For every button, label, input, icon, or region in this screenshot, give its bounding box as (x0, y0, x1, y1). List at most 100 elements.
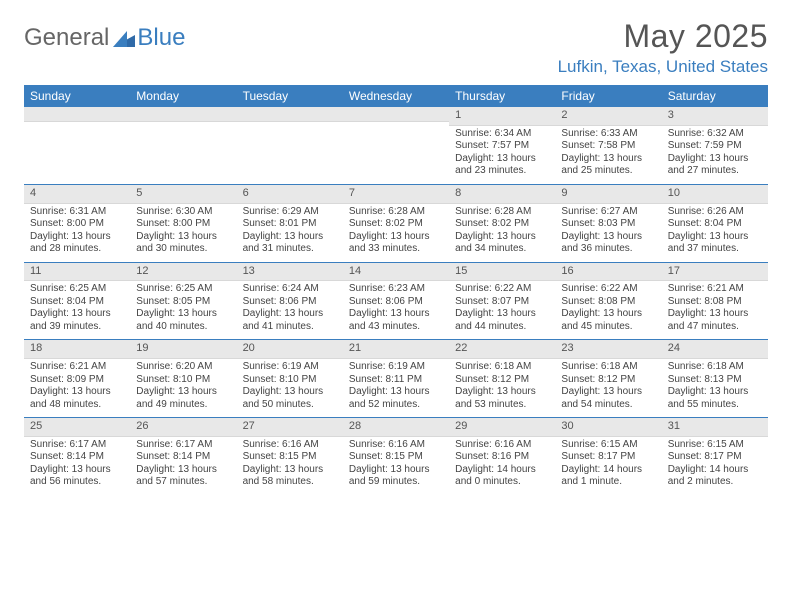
logo-text-1: General (24, 24, 109, 52)
daylight-text: Daylight: 13 hours and 43 minutes. (349, 308, 443, 333)
week-row: 1Sunrise: 6:34 AMSunset: 7:57 PMDaylight… (24, 107, 768, 185)
sunrise-text: Sunrise: 6:18 AM (561, 361, 655, 374)
day-body: Sunrise: 6:26 AMSunset: 8:04 PMDaylight:… (662, 204, 768, 262)
sunrise-text: Sunrise: 6:17 AM (136, 439, 230, 452)
day-cell: 18Sunrise: 6:21 AMSunset: 8:09 PMDayligh… (24, 340, 130, 417)
day-body: Sunrise: 6:31 AMSunset: 8:00 PMDaylight:… (24, 204, 130, 262)
day-body: Sunrise: 6:21 AMSunset: 8:08 PMDaylight:… (662, 281, 768, 339)
daylight-text: Daylight: 13 hours and 47 minutes. (668, 308, 762, 333)
day-cell: 27Sunrise: 6:16 AMSunset: 8:15 PMDayligh… (237, 418, 343, 495)
day-cell: 14Sunrise: 6:23 AMSunset: 8:06 PMDayligh… (343, 263, 449, 340)
day-cell: 19Sunrise: 6:20 AMSunset: 8:10 PMDayligh… (130, 340, 236, 417)
day-body: Sunrise: 6:16 AMSunset: 8:15 PMDaylight:… (237, 437, 343, 495)
daylight-text: Daylight: 13 hours and 37 minutes. (668, 231, 762, 256)
day-cell: 28Sunrise: 6:16 AMSunset: 8:15 PMDayligh… (343, 418, 449, 495)
sunset-text: Sunset: 8:17 PM (561, 451, 655, 464)
day-number: 13 (237, 263, 343, 282)
daylight-text: Daylight: 13 hours and 36 minutes. (561, 231, 655, 256)
day-body: Sunrise: 6:19 AMSunset: 8:11 PMDaylight:… (343, 359, 449, 417)
day-number: 17 (662, 263, 768, 282)
day-number: 10 (662, 185, 768, 204)
sunset-text: Sunset: 8:13 PM (668, 374, 762, 387)
daylight-text: Daylight: 14 hours and 2 minutes. (668, 464, 762, 489)
day-header: Tuesday (237, 85, 343, 107)
day-number: 19 (130, 340, 236, 359)
sunrise-text: Sunrise: 6:23 AM (349, 283, 443, 296)
day-body: Sunrise: 6:28 AMSunset: 8:02 PMDaylight:… (449, 204, 555, 262)
daylight-text: Daylight: 13 hours and 58 minutes. (243, 464, 337, 489)
day-body: Sunrise: 6:27 AMSunset: 8:03 PMDaylight:… (555, 204, 661, 262)
day-cell: 15Sunrise: 6:22 AMSunset: 8:07 PMDayligh… (449, 263, 555, 340)
daylight-text: Daylight: 13 hours and 50 minutes. (243, 386, 337, 411)
day-header: Wednesday (343, 85, 449, 107)
calendar-page: General Blue May 2025 Lufkin, Texas, Uni… (0, 0, 792, 507)
day-body: Sunrise: 6:30 AMSunset: 8:00 PMDaylight:… (130, 204, 236, 262)
day-number: 30 (555, 418, 661, 437)
sunset-text: Sunset: 8:00 PM (30, 218, 124, 231)
day-body: Sunrise: 6:21 AMSunset: 8:09 PMDaylight:… (24, 359, 130, 417)
logo-sail-icon (113, 26, 135, 42)
daylight-text: Daylight: 13 hours and 55 minutes. (668, 386, 762, 411)
day-body (343, 122, 449, 178)
sunset-text: Sunset: 7:58 PM (561, 140, 655, 153)
sunrise-text: Sunrise: 6:18 AM (455, 361, 549, 374)
day-header: Friday (555, 85, 661, 107)
day-number: 20 (237, 340, 343, 359)
day-cell: 16Sunrise: 6:22 AMSunset: 8:08 PMDayligh… (555, 263, 661, 340)
week-row: 18Sunrise: 6:21 AMSunset: 8:09 PMDayligh… (24, 340, 768, 418)
day-number (24, 107, 130, 122)
day-body: Sunrise: 6:25 AMSunset: 8:05 PMDaylight:… (130, 281, 236, 339)
sunset-text: Sunset: 8:08 PM (668, 296, 762, 309)
sunrise-text: Sunrise: 6:16 AM (243, 439, 337, 452)
weeks-container: 1Sunrise: 6:34 AMSunset: 7:57 PMDaylight… (24, 107, 768, 495)
day-body: Sunrise: 6:15 AMSunset: 8:17 PMDaylight:… (555, 437, 661, 495)
day-body (237, 122, 343, 178)
day-cell (237, 107, 343, 184)
day-body: Sunrise: 6:15 AMSunset: 8:17 PMDaylight:… (662, 437, 768, 495)
day-body: Sunrise: 6:20 AMSunset: 8:10 PMDaylight:… (130, 359, 236, 417)
daylight-text: Daylight: 13 hours and 49 minutes. (136, 386, 230, 411)
day-header: Monday (130, 85, 236, 107)
daylight-text: Daylight: 13 hours and 59 minutes. (349, 464, 443, 489)
day-number: 9 (555, 185, 661, 204)
day-cell: 20Sunrise: 6:19 AMSunset: 8:10 PMDayligh… (237, 340, 343, 417)
logo: General Blue (24, 18, 185, 52)
page-title: May 2025 (558, 18, 768, 55)
sunset-text: Sunset: 8:00 PM (136, 218, 230, 231)
page-header: General Blue May 2025 Lufkin, Texas, Uni… (24, 18, 768, 77)
day-body: Sunrise: 6:18 AMSunset: 8:12 PMDaylight:… (449, 359, 555, 417)
day-body: Sunrise: 6:32 AMSunset: 7:59 PMDaylight:… (662, 126, 768, 184)
daylight-text: Daylight: 13 hours and 54 minutes. (561, 386, 655, 411)
day-cell: 2Sunrise: 6:33 AMSunset: 7:58 PMDaylight… (555, 107, 661, 184)
day-body: Sunrise: 6:19 AMSunset: 8:10 PMDaylight:… (237, 359, 343, 417)
sunrise-text: Sunrise: 6:17 AM (30, 439, 124, 452)
sunset-text: Sunset: 8:11 PM (349, 374, 443, 387)
day-cell: 17Sunrise: 6:21 AMSunset: 8:08 PMDayligh… (662, 263, 768, 340)
day-body: Sunrise: 6:18 AMSunset: 8:12 PMDaylight:… (555, 359, 661, 417)
day-number (343, 107, 449, 122)
day-number: 14 (343, 263, 449, 282)
day-cell: 29Sunrise: 6:16 AMSunset: 8:16 PMDayligh… (449, 418, 555, 495)
day-cell: 30Sunrise: 6:15 AMSunset: 8:17 PMDayligh… (555, 418, 661, 495)
sunset-text: Sunset: 8:10 PM (243, 374, 337, 387)
day-header: Saturday (662, 85, 768, 107)
sunset-text: Sunset: 8:12 PM (561, 374, 655, 387)
day-number: 8 (449, 185, 555, 204)
sunrise-text: Sunrise: 6:24 AM (243, 283, 337, 296)
daylight-text: Daylight: 13 hours and 52 minutes. (349, 386, 443, 411)
sunset-text: Sunset: 8:09 PM (30, 374, 124, 387)
day-cell: 3Sunrise: 6:32 AMSunset: 7:59 PMDaylight… (662, 107, 768, 184)
sunrise-text: Sunrise: 6:20 AM (136, 361, 230, 374)
day-cell: 9Sunrise: 6:27 AMSunset: 8:03 PMDaylight… (555, 185, 661, 262)
day-cell: 10Sunrise: 6:26 AMSunset: 8:04 PMDayligh… (662, 185, 768, 262)
sunrise-text: Sunrise: 6:28 AM (455, 206, 549, 219)
daylight-text: Daylight: 13 hours and 28 minutes. (30, 231, 124, 256)
day-cell: 5Sunrise: 6:30 AMSunset: 8:00 PMDaylight… (130, 185, 236, 262)
sunset-text: Sunset: 7:59 PM (668, 140, 762, 153)
day-cell: 13Sunrise: 6:24 AMSunset: 8:06 PMDayligh… (237, 263, 343, 340)
sunset-text: Sunset: 7:57 PM (455, 140, 549, 153)
sunrise-text: Sunrise: 6:26 AM (668, 206, 762, 219)
sunset-text: Sunset: 8:08 PM (561, 296, 655, 309)
daylight-text: Daylight: 13 hours and 53 minutes. (455, 386, 549, 411)
sunrise-text: Sunrise: 6:28 AM (349, 206, 443, 219)
